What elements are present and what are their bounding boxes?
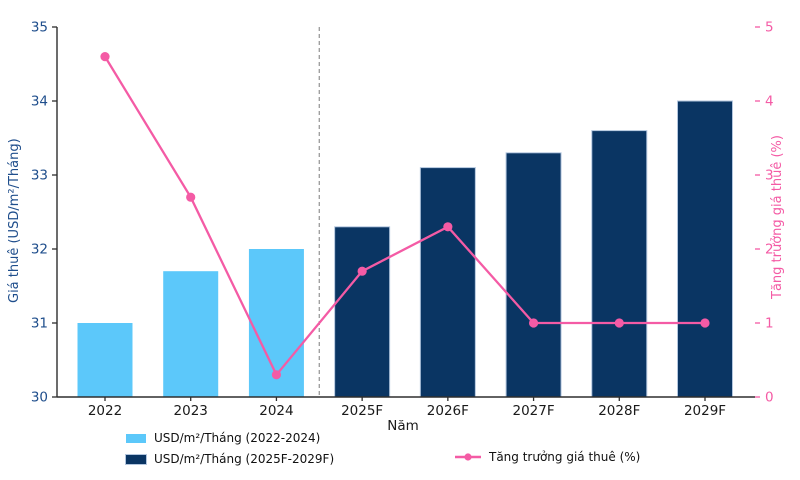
x-tick-label: 2028F [598, 403, 640, 419]
x-tick-label: 2029F [684, 403, 726, 419]
legend-label-historical: USD/m²/Tháng (2022-2024) [154, 431, 321, 445]
marker-2025F [357, 266, 367, 276]
x-tick-label: 2027F [513, 403, 555, 419]
y2-tick-label: 3 [765, 168, 774, 184]
bar-2028F [591, 130, 648, 398]
y2-tick-label: 2 [765, 242, 774, 258]
y2-tick-label: 0 [765, 390, 774, 406]
growth-line [100, 52, 710, 380]
legend-item-forecast: USD/m²/Tháng (2025F-2029F) [125, 452, 335, 466]
legend-label-growth: Tăng trưởng giá thuê (%) [489, 450, 641, 464]
legend-item-historical: USD/m²/Tháng (2022-2024) [126, 431, 334, 445]
legend-item-growth: Tăng trưởng giá thuê (%) [455, 450, 640, 464]
x-axis-title: Năm [387, 418, 419, 434]
x-tick-label: 2023 [174, 403, 208, 419]
marker-2024 [271, 370, 282, 380]
left-axis-title: Giá thuê (USD/m²/Tháng) [7, 138, 22, 303]
y-axis-right: 0 1 2 3 4 5 [755, 20, 774, 406]
bars-historical [77, 249, 304, 397]
bar-2029F [677, 100, 733, 398]
y2-tick-label: 4 [765, 94, 774, 110]
bar-2027F [505, 152, 562, 398]
growth-line-swatch [455, 453, 481, 461]
bar-2026F [419, 167, 476, 398]
bar-2023 [163, 271, 219, 397]
marker-2028F [614, 318, 624, 328]
marker-2026F [443, 222, 453, 232]
x-tick-label: 2022 [88, 403, 122, 419]
legend-label-forecast: USD/m²/Tháng (2025F-2029F) [154, 452, 335, 466]
y-tick-label: 31 [31, 316, 48, 332]
y2-tick-label: 1 [765, 316, 774, 332]
marker-2022 [100, 52, 110, 62]
x-tick-label: 2026F [427, 403, 469, 419]
bar-2022 [77, 323, 133, 397]
y2-tick-label: 5 [765, 20, 774, 36]
marker-2023 [186, 192, 196, 202]
y-tick-label: 35 [31, 20, 48, 36]
right-axis-title: Tăng trưởng giá thuê (%) [770, 135, 785, 299]
marker-2027F [528, 318, 539, 328]
historical-bar-swatch [126, 433, 146, 443]
x-tick-label: 2024 [259, 403, 293, 419]
y-tick-label: 33 [31, 168, 48, 184]
x-tick-label: 2025F [341, 403, 383, 419]
bar-2025F [334, 226, 391, 398]
growth-line-path [104, 56, 705, 377]
y-axis-left: 30 31 32 33 34 35 [31, 20, 57, 406]
x-axis: 2022 2023 2024 2025F 2026F 2027F 2028F 2029F [88, 397, 726, 419]
forecast-bar-swatch [125, 453, 147, 465]
marker-2029F [700, 318, 710, 328]
y-tick-label: 30 [31, 390, 48, 406]
bars-forecast [334, 100, 733, 398]
legend-bars: USD/m²/Tháng (2022-2024) USD/m²/Tháng (2… [125, 431, 335, 466]
y-tick-label: 34 [31, 94, 48, 110]
y-tick-label: 32 [31, 242, 48, 258]
